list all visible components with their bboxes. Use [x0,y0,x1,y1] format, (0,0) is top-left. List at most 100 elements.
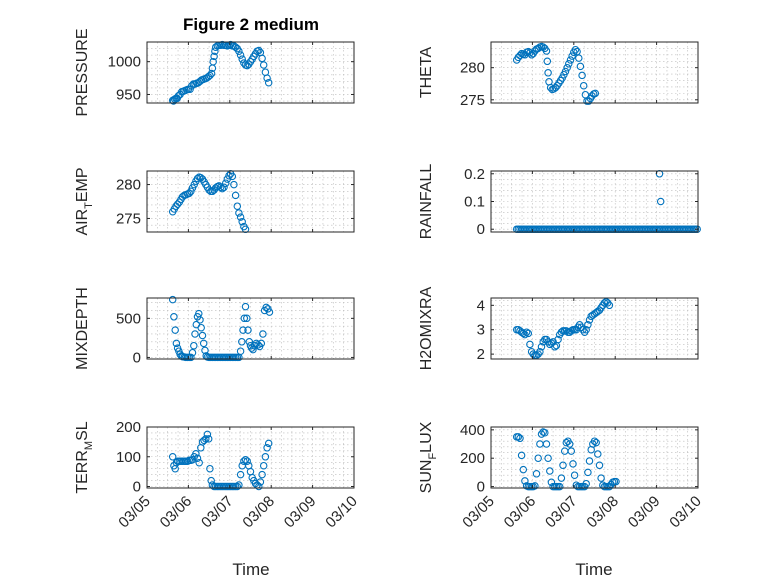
data-point [542,440,551,448]
data-point [590,437,599,445]
data-point [584,468,592,477]
data-point [534,454,542,462]
x-tick-label: 03/06 [157,493,196,532]
data-point [258,470,266,479]
data-point [193,174,202,183]
data-point [566,56,575,64]
figure-title: Figure 2 medium [183,15,319,34]
data-point [185,189,193,198]
data-point [559,461,567,470]
axes-box [146,41,355,104]
y-tick-label: 0 [133,349,141,366]
data-point [195,458,203,467]
data-point [526,340,534,349]
data-point [191,330,199,338]
data-point [205,186,213,194]
data-point [582,479,590,488]
data-point [557,474,566,482]
data-point [256,478,265,486]
data-point [575,54,583,62]
x-tick-label: 03/10 [322,493,361,532]
y-tick-label: 0 [477,221,485,238]
data-point [243,314,251,323]
data-point [187,353,195,362]
data-point [236,470,245,479]
data-point [531,482,539,490]
y-tick-label: 4 [477,297,485,314]
axes-box [146,297,355,360]
data-point [582,325,590,334]
data-point [241,455,250,464]
data-point [561,67,570,76]
data-point [206,71,214,80]
y-tick-label: 2 [477,346,485,363]
data-point [206,464,214,473]
data-point [546,83,555,92]
data-point [188,348,197,357]
y-axis-label: H2OMIXRA [418,286,435,370]
y-tick-label: 275 [116,210,141,227]
y-tick-label: 400 [460,422,485,439]
data-point [264,78,273,87]
data-point [170,313,178,321]
data-point [544,69,552,77]
data-point [240,457,248,465]
data-point [193,454,202,462]
data-point [221,179,230,187]
data-point [532,470,541,478]
data-point [579,81,588,90]
data-point [236,347,245,355]
x-tick-label: 03/09 [281,493,320,532]
subplot-terr-msl: 0 100 200 03/05 03/06 03/07 03/08 03/09 03/10 TER… [74,419,361,531]
data-point [255,482,263,491]
x-tick-label: 03/07 [198,493,237,532]
subplot-mixdepth: 0 500 MIXDEPTH [74,287,355,370]
data-point [216,183,225,192]
data-point [201,346,209,355]
data-point [259,461,268,470]
data-point [244,326,252,334]
y-axis-label: SUNFLUX [418,421,439,493]
subplot-pressure: 950 1000 PRESSURE [74,28,355,117]
data-point [263,444,271,452]
x-tick-label: 03/06 [501,493,540,532]
data-point [516,434,524,443]
data-point [546,467,554,475]
data-point [190,341,198,350]
subplot-air-temp: 275 280 AIRTEMP [74,167,355,236]
data-point [258,54,266,63]
data-point [605,301,614,310]
y-tick-label: 500 [116,310,141,327]
data-point [592,438,600,447]
subplot-rainfall: 0 0.1 0.2 RAINFALL [418,164,701,239]
data-point [233,202,242,210]
y-tick-label: 3 [477,322,485,339]
data-point [544,454,552,462]
data-point [594,450,602,458]
data-point [257,339,266,348]
y-axis-label: MIXDEPTH [74,287,91,370]
data-point [225,171,233,180]
data-point [249,345,257,354]
axes-box [146,426,355,489]
data-point [591,89,600,98]
plot-area [147,42,354,103]
data-point [218,184,227,193]
y-tick-label: 275 [460,92,485,109]
data-point [565,440,574,448]
data-point [519,465,528,474]
y-tick-label: 280 [116,177,141,194]
data-point [264,439,273,448]
data-point [519,329,528,338]
data-point [250,341,259,350]
y-tick-label: 0.2 [464,166,485,183]
data-point [261,453,270,461]
data-point [526,49,534,57]
data-point [245,338,254,346]
data-point [529,350,537,358]
data-point [187,187,195,196]
data-point [168,295,177,304]
plot-area [147,171,354,232]
